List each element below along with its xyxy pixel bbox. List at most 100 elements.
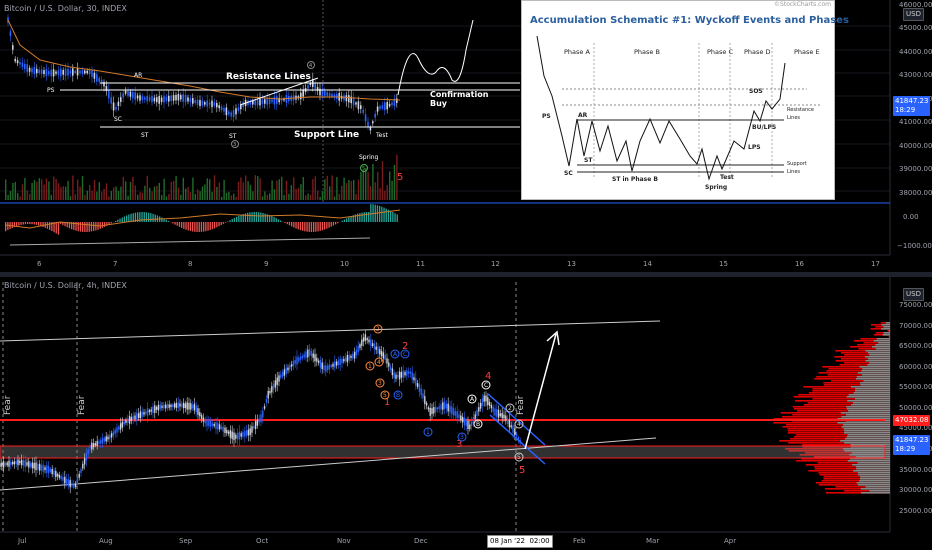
volume-profile-bar [814,378,890,380]
top-candle [235,108,237,115]
volume-profile-bar-inner [855,456,890,458]
bottom-candle [301,355,304,359]
top-volume-bar [48,181,50,200]
top-x-tick: 9 [264,260,268,268]
bottom-chart-svg[interactable]: Fear Fear Fear 2 1 4 3 5 21345ABC13ABC24… [0,277,932,550]
top-volume-bar [153,186,156,200]
bottom-candle [343,359,345,362]
bottom-candle [227,431,230,434]
top-chart-pane[interactable]: Bitcoin / U.S. Dollar, 30, INDEX Resista… [0,0,932,272]
top-candle [160,97,163,102]
top-volume-bar [43,184,45,200]
volume-profile-bar [834,356,890,358]
top-volume-bar [26,190,28,200]
macd-bar [152,213,154,222]
top-candle [180,95,182,100]
macd-bar [141,212,143,222]
top-candle [367,121,369,128]
top-candle [273,96,276,105]
top-volume-bar [293,177,295,200]
macd-bar [90,222,93,232]
bottom-candle [344,357,347,362]
volume-profile-bar [787,432,890,434]
top-volume-bar [374,182,376,200]
top-candle [105,86,108,91]
volume-profile-bar [793,396,890,398]
bottom-y-tick: 25000.00 [899,507,932,515]
macd-bar [95,222,97,231]
top-volume-bar [89,185,91,200]
volume-profile-bar [818,484,890,486]
bottom-chart-pane[interactable]: Bitcoin / U.S. Dollar, 4h, INDEX Fear Fe… [0,277,932,550]
wave-circle-label: 2 [508,405,512,412]
volume-profile-bar-inner [860,384,890,386]
wave-circle-label: C [484,382,488,389]
volume-profile-bar-inner [861,374,890,376]
macd-bar [161,217,163,222]
wave-circle [481,380,491,390]
bottom-candle [400,372,403,378]
top-volume-bar [381,161,384,200]
label-test: Test [375,132,388,139]
wave-circle-label: 3 [460,434,464,441]
bottom-candle [411,372,413,380]
bottom-candle [130,417,133,421]
volume-profile-bar [814,468,890,470]
macd-bar [128,214,130,222]
top-volume-bar [379,188,381,200]
bottom-candle [425,402,428,406]
wave-circle-label: 1 [426,429,430,436]
top-candle [350,96,352,104]
macd-bar [343,219,346,222]
volume-profile-bar [795,434,890,436]
bottom-candle [204,420,206,424]
top-currency-badge[interactable]: USD [903,8,924,21]
volume-profile-bar-inner [881,328,890,330]
macd-bar [51,222,53,232]
bottom-candle [488,402,491,406]
macd-bar [249,212,251,222]
bottom-candle [22,459,25,466]
bottom-candle [458,414,460,419]
support-zone [0,445,886,459]
bottom-candle [472,417,475,424]
top-candle [148,97,151,101]
macd-bar [269,215,271,222]
bottom-candle [292,361,295,367]
bottom-candle [280,374,282,378]
top-candle [129,91,132,97]
top-candle [21,62,24,68]
top-volume-bar [137,194,139,200]
bottom-candle [434,406,437,413]
top-candle [84,70,86,74]
bottom-currency-badge[interactable]: USD [903,288,924,301]
top-x-tick: 10 [340,260,349,268]
top-x-tick: 15 [719,260,728,268]
bottom-price-value: 41847.23 [895,436,929,444]
volume-profile-bar-inner [865,350,890,352]
top-candle [40,69,43,74]
bottom-candle [361,339,363,346]
label-confirmation: Confirmation [430,90,489,99]
bottom-candle [256,419,259,426]
top-volume-bar [221,196,223,200]
bottom-candle [377,346,379,354]
bottom-candle [305,351,307,358]
bottom-candle [236,432,239,440]
macd-bar [247,212,249,222]
bottom-candle [242,432,244,437]
volume-profile-bar [793,436,890,438]
top-candle [55,71,57,74]
volume-profile-bar-inner [852,464,890,466]
pane-divider[interactable] [0,272,932,277]
bottom-candle [155,407,158,410]
top-volume-bar [182,177,184,200]
top-volume-bar [187,186,189,200]
macd-bar [319,222,321,231]
volume-profile-bar-inner [847,460,890,462]
top-candle [319,88,321,96]
bottom-candle [20,459,23,466]
top-volume-bar [273,189,276,200]
bottom-candle [346,355,349,363]
bottom-candle [370,339,372,347]
